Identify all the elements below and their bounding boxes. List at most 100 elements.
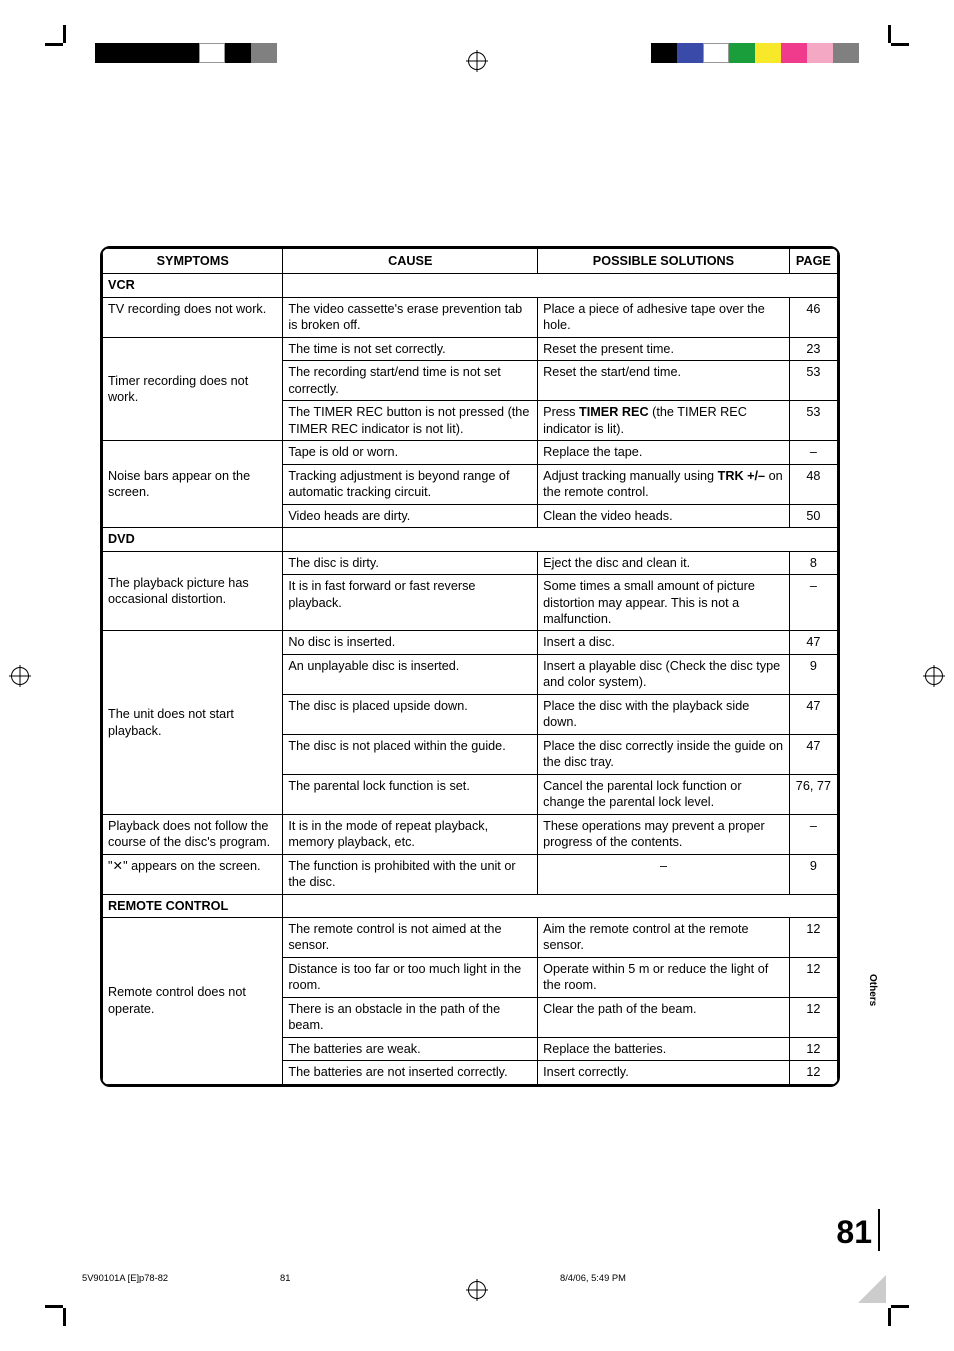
color-swatch	[651, 43, 677, 63]
section-remote: REMOTE CONTROL	[103, 894, 283, 917]
solution-cell: Press TIMER REC (the TIMER REC indicator…	[538, 401, 790, 441]
cause-cell: Distance is too far or too much light in…	[283, 957, 538, 997]
solution-cell: –	[538, 854, 790, 894]
page-number: 81	[836, 1214, 872, 1251]
footer-filename: 5V90101A [E]p78-82	[82, 1273, 168, 1283]
color-swatch	[225, 43, 251, 63]
footer-timestamp: 8/4/06, 5:49 PM	[560, 1273, 626, 1283]
cause-cell: The parental lock function is set.	[283, 774, 538, 814]
symptom-cell: Noise bars appear on the screen.	[103, 441, 283, 528]
page-cell: 8	[789, 551, 837, 574]
solution-cell: Insert a disc.	[538, 631, 790, 654]
color-swatch	[121, 43, 147, 63]
color-swatch	[729, 43, 755, 63]
page-rule	[878, 1209, 880, 1251]
cause-cell: Video heads are dirty.	[283, 504, 538, 527]
solution-cell: Cancel the parental lock function or cha…	[538, 774, 790, 814]
solution-cell: Place the disc with the playback side do…	[538, 694, 790, 734]
page-cell: 48	[789, 464, 837, 504]
page-cell: 12	[789, 918, 837, 958]
color-swatch	[251, 43, 277, 63]
section-vcr: VCR	[103, 274, 283, 297]
symptom-cell: Timer recording does not work.	[103, 337, 283, 440]
symptom-cell: Remote control does not operate.	[103, 918, 283, 1085]
page-cell: 12	[789, 1061, 837, 1084]
color-swatch	[703, 43, 729, 63]
page-cell: 9	[789, 854, 837, 894]
footer-page: 81	[280, 1273, 290, 1283]
color-bar-right	[651, 43, 859, 63]
solution-cell: Replace the batteries.	[538, 1037, 790, 1060]
register-mark	[468, 1281, 486, 1299]
solution-cell: These operations may prevent a proper pr…	[538, 814, 790, 854]
solution-cell: Operate within 5 m or reduce the light o…	[538, 957, 790, 997]
color-swatch	[781, 43, 807, 63]
solution-cell: Aim the remote control at the remote sen…	[538, 918, 790, 958]
color-swatch	[807, 43, 833, 63]
color-swatch	[199, 43, 225, 63]
symptom-cell: The unit does not start playback.	[103, 631, 283, 814]
troubleshooting-table: SYMPTOMS CAUSE POSSIBLE SOLUTIONS PAGE V…	[100, 246, 840, 1087]
color-swatch	[677, 43, 703, 63]
cause-cell: The time is not set correctly.	[283, 337, 538, 360]
solution-cell: Insert correctly.	[538, 1061, 790, 1084]
cause-cell: The remote control is not aimed at the s…	[283, 918, 538, 958]
register-mark	[11, 667, 29, 685]
header-page: PAGE	[789, 249, 837, 274]
solution-cell: Eject the disc and clean it.	[538, 551, 790, 574]
page-cell: 47	[789, 694, 837, 734]
cause-cell: An unplayable disc is inserted.	[283, 654, 538, 694]
cause-cell: There is an obstacle in the path of the …	[283, 997, 538, 1037]
page-cell: –	[789, 814, 837, 854]
solution-cell: Place the disc correctly inside the guid…	[538, 734, 790, 774]
page-cell: 12	[789, 957, 837, 997]
section-dvd: DVD	[103, 528, 283, 551]
crop-mark	[869, 25, 909, 65]
cause-cell: It is in the mode of repeat playback, me…	[283, 814, 538, 854]
page-cell: 47	[789, 734, 837, 774]
page-cell: 12	[789, 1037, 837, 1060]
page-cell: –	[789, 441, 837, 464]
corner-fold-icon	[858, 1275, 886, 1303]
register-mark	[468, 52, 486, 70]
side-tab-others: Others	[867, 974, 878, 1006]
cause-cell: The TIMER REC button is not pressed (the…	[283, 401, 538, 441]
color-swatch	[833, 43, 859, 63]
page-cell: 46	[789, 297, 837, 337]
header-symptoms: SYMPTOMS	[103, 249, 283, 274]
solution-cell: Clean the video heads.	[538, 504, 790, 527]
solution-cell: Clear the path of the beam.	[538, 997, 790, 1037]
header-cause: CAUSE	[283, 249, 538, 274]
cause-cell: The batteries are weak.	[283, 1037, 538, 1060]
color-swatch	[173, 43, 199, 63]
content: SYMPTOMS CAUSE POSSIBLE SOLUTIONS PAGE V…	[100, 246, 840, 1087]
page-cell: 9	[789, 654, 837, 694]
cause-cell: The function is prohibited with the unit…	[283, 854, 538, 894]
color-swatch	[95, 43, 121, 63]
cause-cell: The recording start/end time is not set …	[283, 361, 538, 401]
symptom-cell: TV recording does not work.	[103, 297, 283, 337]
page-cell: –	[789, 575, 837, 631]
solution-cell: Reset the start/end time.	[538, 361, 790, 401]
cause-cell: The batteries are not inserted correctly…	[283, 1061, 538, 1084]
gray-bar-right	[865, 78, 940, 84]
color-swatch	[147, 43, 173, 63]
cause-cell: No disc is inserted.	[283, 631, 538, 654]
gray-bar-left	[14, 78, 89, 84]
cause-cell: The disc is not placed within the guide.	[283, 734, 538, 774]
page-cell: 50	[789, 504, 837, 527]
solution-cell: Insert a playable disc (Check the disc t…	[538, 654, 790, 694]
cause-cell: The disc is dirty.	[283, 551, 538, 574]
symptom-cell: The playback picture has occasional dist…	[103, 551, 283, 631]
crop-mark	[45, 25, 85, 65]
solution-cell: Replace the tape.	[538, 441, 790, 464]
symptom-cell: Playback does not follow the course of t…	[103, 814, 283, 854]
solution-cell: Reset the present time.	[538, 337, 790, 360]
color-bar-left	[95, 43, 277, 63]
page-cell: 12	[789, 997, 837, 1037]
solution-cell: Some times a small amount of picture dis…	[538, 575, 790, 631]
cause-cell: The disc is placed upside down.	[283, 694, 538, 734]
cause-cell: Tape is old or worn.	[283, 441, 538, 464]
cause-cell: Tracking adjustment is beyond range of a…	[283, 464, 538, 504]
solution-cell: Adjust tracking manually using TRK +/– o…	[538, 464, 790, 504]
